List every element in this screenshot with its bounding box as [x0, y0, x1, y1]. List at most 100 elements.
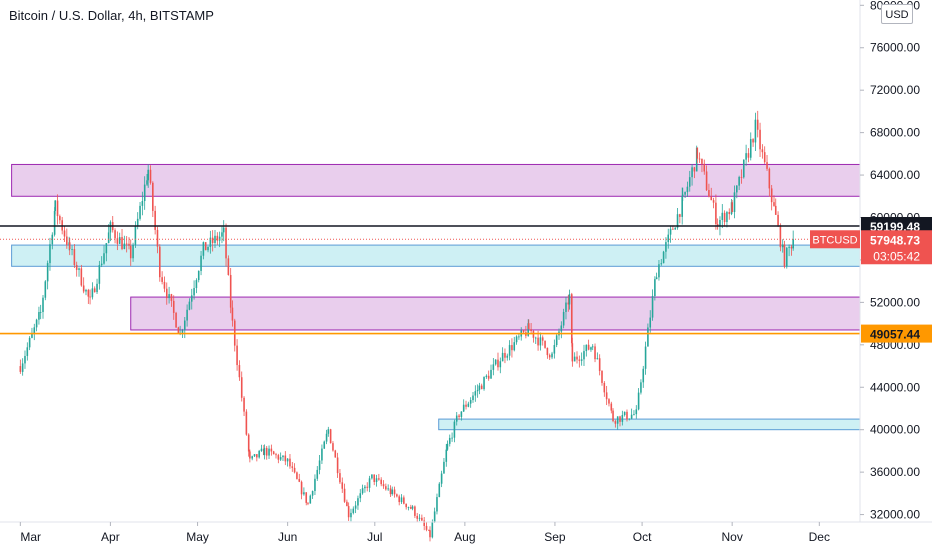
candle [469, 397, 472, 408]
candle [221, 226, 223, 244]
candle [660, 258, 663, 266]
candle-body [504, 352, 506, 358]
candle-body [316, 469, 319, 479]
candle-body [231, 307, 234, 321]
candle [603, 381, 606, 397]
candle [334, 449, 337, 458]
candle [233, 318, 236, 352]
candle [649, 310, 652, 333]
x-tick-label: Aug [454, 530, 475, 544]
candle [662, 250, 665, 264]
candle-body [361, 488, 364, 494]
candle-body [640, 382, 642, 393]
candle [400, 494, 403, 505]
candle [576, 351, 578, 364]
candle [378, 473, 380, 481]
candle-body [440, 473, 443, 484]
candle-body [490, 369, 492, 379]
candle-body [544, 340, 546, 348]
candle [305, 492, 308, 506]
candle-body [698, 158, 701, 160]
candle-body [154, 210, 156, 230]
candle [637, 388, 640, 411]
y-tick-label: 72000.00 [870, 83, 920, 97]
candle [265, 445, 268, 460]
candle [736, 185, 738, 199]
candle [163, 276, 166, 293]
candle-body [195, 280, 198, 289]
candle-body [214, 235, 216, 243]
candle [225, 223, 227, 267]
candle [511, 338, 513, 358]
candle [177, 326, 180, 334]
candle-body [565, 302, 567, 312]
candle-body [147, 169, 149, 181]
candle-body [555, 335, 558, 346]
candle-body [207, 246, 209, 251]
candle [560, 321, 563, 339]
candle-body [749, 139, 752, 158]
candle-body [721, 212, 724, 221]
candle-body [139, 205, 141, 219]
candle-body [211, 237, 214, 243]
candle [462, 399, 465, 413]
candle [382, 480, 385, 489]
candle [152, 181, 154, 218]
candle-body [24, 355, 26, 364]
candle [515, 335, 518, 345]
chart-title: Bitcoin / U.S. Dollar, 4h, BITSTAMP [9, 8, 214, 23]
candle-body [240, 377, 243, 398]
candle [298, 473, 301, 483]
candle-body [667, 234, 670, 243]
currency-unit-button[interactable]: USD [881, 4, 913, 24]
candle [726, 210, 728, 228]
candle [82, 277, 85, 294]
candle-body [774, 205, 777, 215]
candle-body [691, 167, 693, 178]
candle-body [665, 242, 667, 252]
candle-body [125, 243, 128, 245]
candle [118, 232, 121, 245]
candle [693, 166, 696, 179]
candle [368, 475, 371, 493]
candle [716, 218, 719, 230]
candle-body [170, 294, 173, 301]
candle [352, 506, 355, 515]
candle [253, 454, 256, 458]
candle [630, 408, 633, 420]
candle-body [788, 246, 790, 248]
candle [316, 466, 319, 481]
candle [761, 144, 764, 159]
candle-body [508, 345, 511, 356]
candle [78, 267, 80, 277]
candle [621, 410, 624, 426]
candle [222, 220, 225, 242]
candle [398, 494, 401, 506]
candle [240, 371, 243, 402]
candle [605, 385, 608, 406]
candle [38, 306, 40, 325]
candle-body [655, 277, 658, 280]
candle-body [75, 264, 78, 270]
candle [681, 187, 683, 225]
candle [71, 245, 73, 256]
candle [745, 144, 747, 166]
candle [114, 228, 116, 244]
candle [46, 260, 49, 290]
candle-body [309, 495, 312, 504]
candle-body [229, 274, 232, 308]
candle [141, 191, 144, 216]
candle [501, 347, 504, 362]
candle [532, 330, 535, 343]
candle [149, 165, 152, 185]
candle [497, 352, 499, 371]
candle-body [183, 320, 186, 331]
candle [548, 353, 551, 360]
candle-body [323, 441, 326, 449]
candle [375, 474, 378, 487]
candle [480, 383, 483, 390]
candle [59, 214, 61, 224]
candle-body [168, 294, 170, 299]
